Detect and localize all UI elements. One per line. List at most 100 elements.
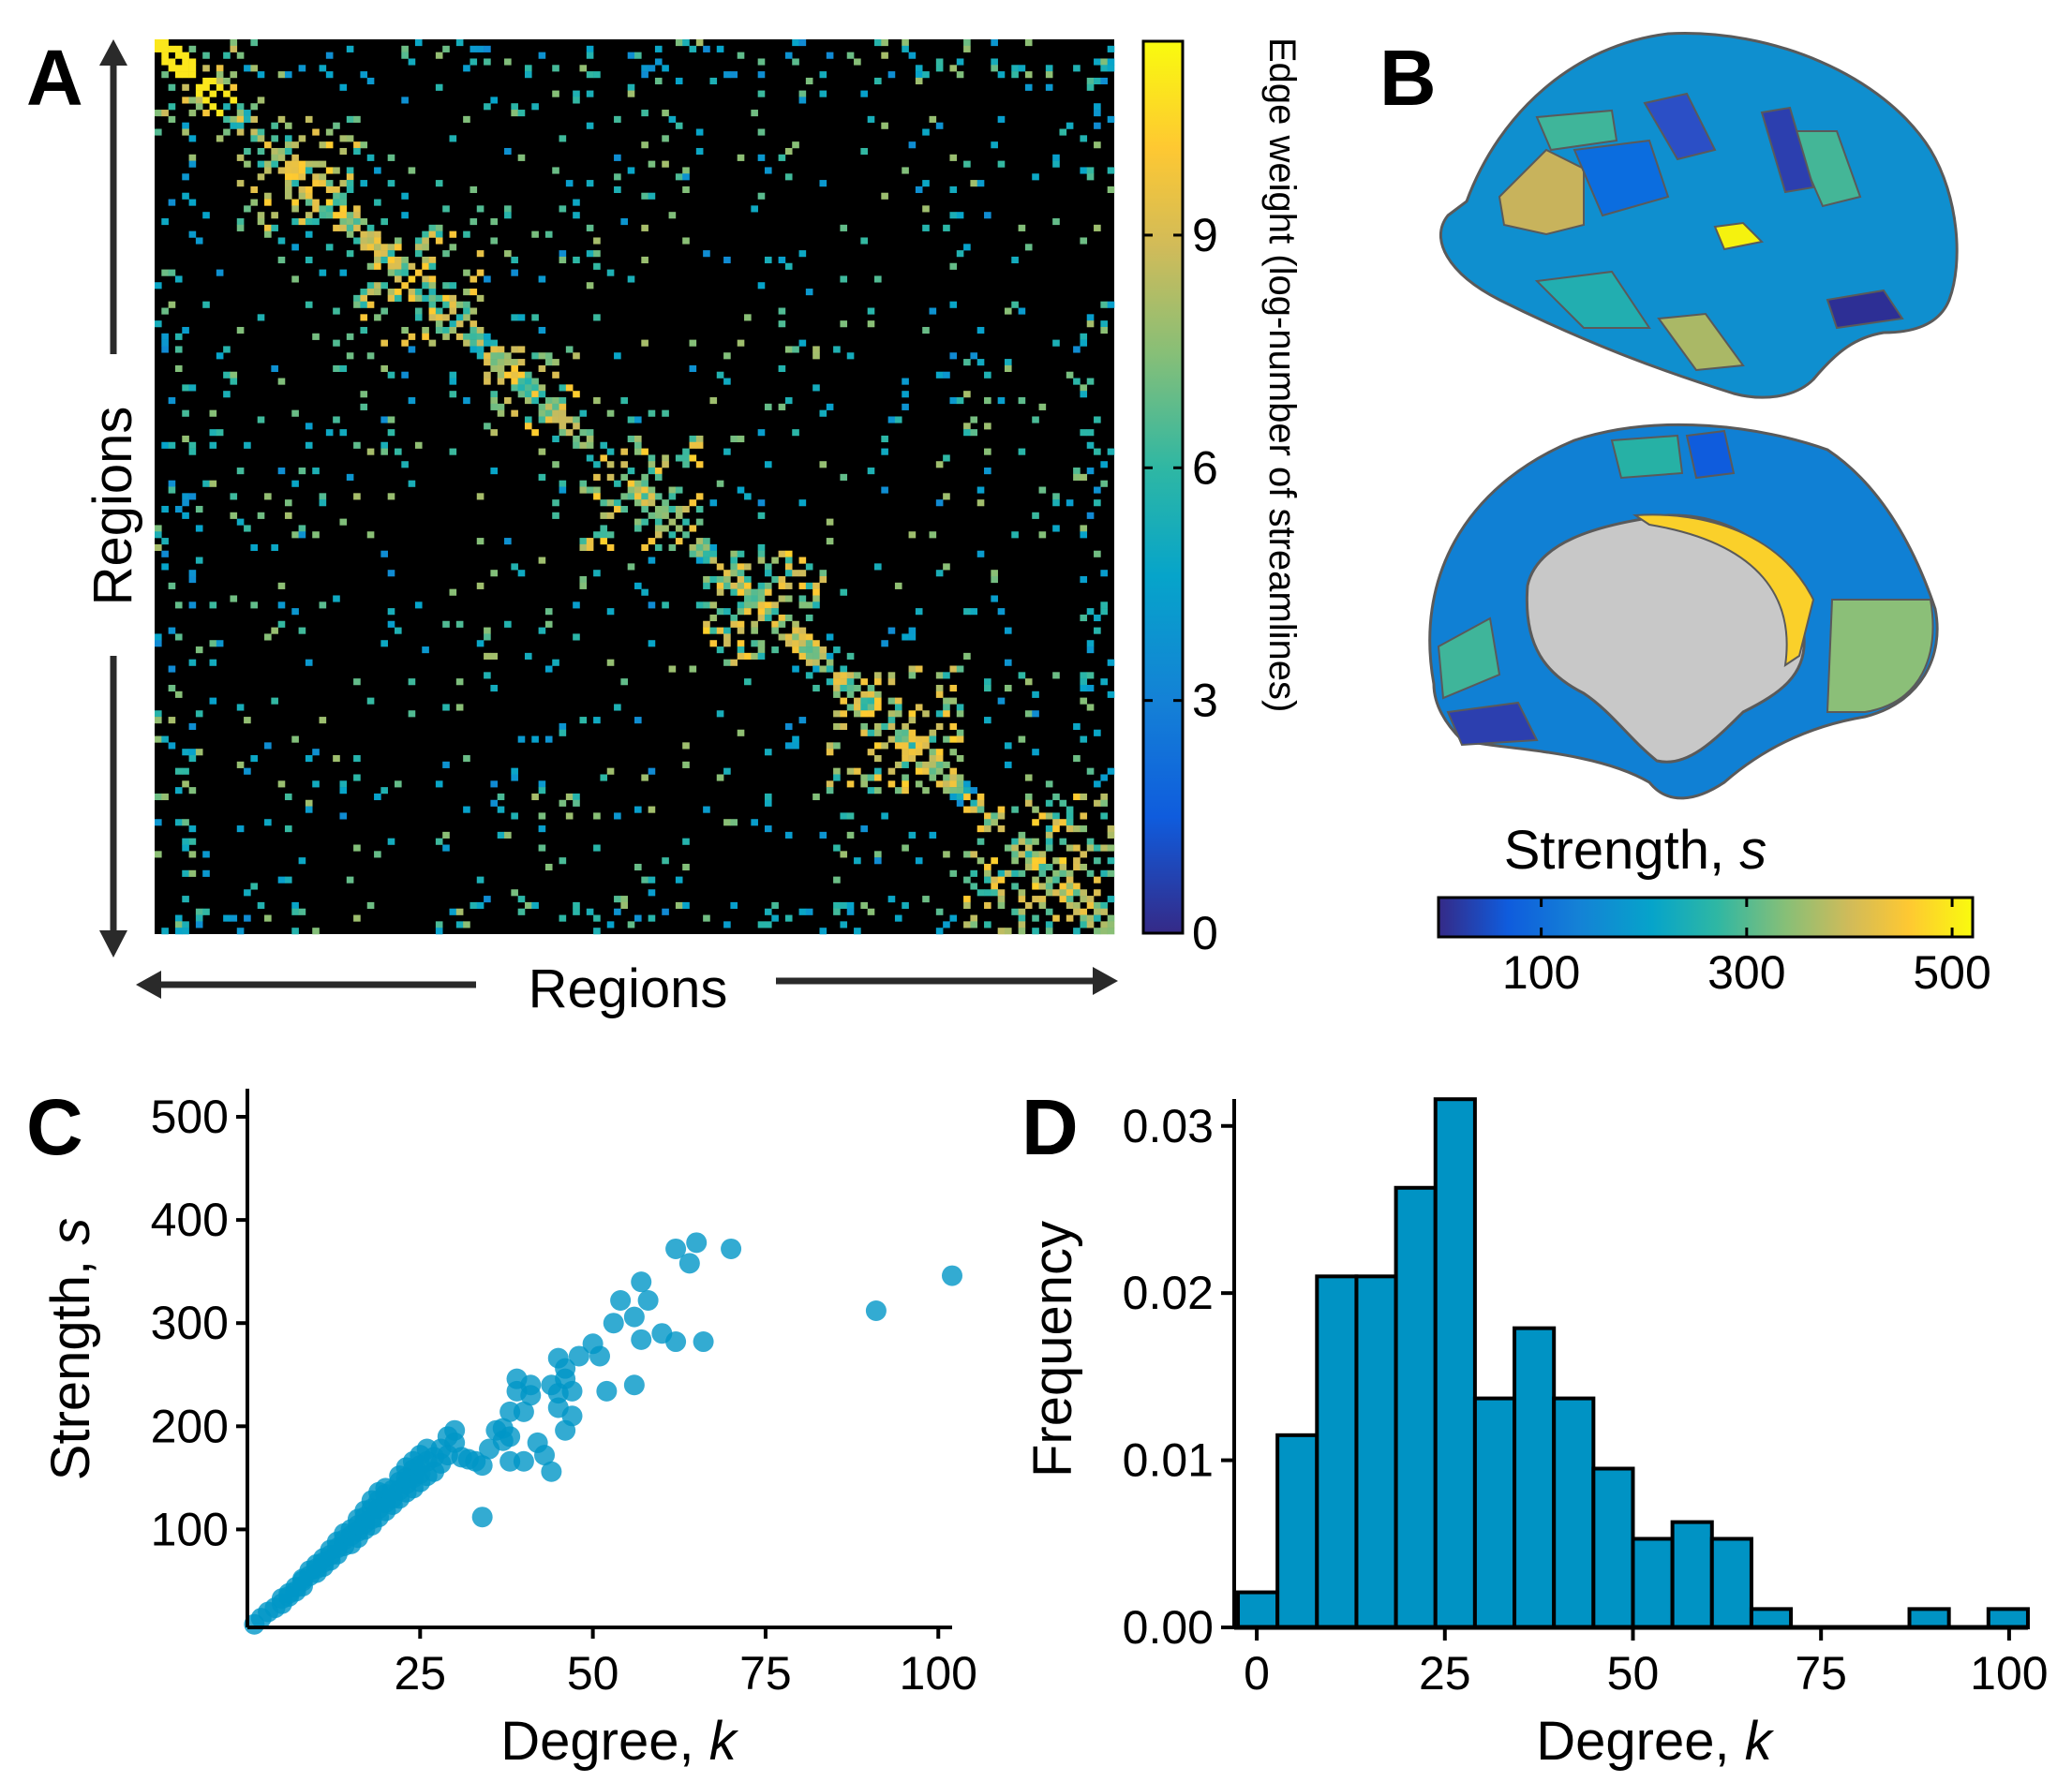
c-x-axis-label-text: Degree, — [500, 1711, 708, 1772]
matrix-cell — [1052, 812, 1060, 820]
matrix-cell — [929, 774, 937, 781]
matrix-cell — [305, 167, 313, 174]
matrix-cell — [517, 896, 526, 903]
matrix-cell — [195, 525, 203, 532]
c-x-tick-label: 100 — [900, 1647, 977, 1700]
matrix-cell — [360, 391, 368, 398]
matrix-cell — [202, 212, 210, 219]
matrix-cell — [538, 275, 546, 283]
matrix-cell — [662, 505, 669, 513]
matrix-cell — [908, 633, 917, 641]
matrix-cell — [531, 793, 539, 801]
matrix-cell — [662, 499, 669, 507]
matrix-cell — [593, 262, 601, 270]
histogram-bar — [1433, 1097, 1477, 1629]
matrix-cell — [360, 180, 368, 187]
matrix-cell — [277, 237, 286, 245]
matrix-cell — [579, 717, 588, 724]
matrix-cell — [497, 831, 505, 839]
matrix-cell — [476, 352, 484, 360]
matrix-cell — [976, 825, 985, 833]
matrix-cell — [202, 83, 210, 91]
matrix-cell — [737, 576, 745, 584]
matrix-cell — [874, 678, 882, 686]
matrix-cell — [408, 262, 416, 270]
matrix-cell — [161, 110, 169, 117]
matrix-cell — [442, 250, 450, 258]
matrix-cell — [223, 115, 231, 123]
matrix-cell — [1094, 486, 1101, 494]
matrix-cell — [675, 525, 683, 532]
matrix-cell — [209, 480, 217, 487]
matrix-cell — [559, 256, 567, 264]
matrix-cell — [155, 531, 162, 539]
matrix-cell — [648, 640, 656, 647]
matrix-cell — [271, 147, 278, 156]
matrix-cell — [689, 435, 697, 443]
matrix-cell — [387, 269, 395, 276]
matrix-cell — [1080, 908, 1088, 915]
matrix-cell — [709, 557, 718, 564]
matrix-cell — [524, 384, 532, 392]
matrix-cell — [757, 550, 766, 557]
matrix-cell — [161, 550, 169, 557]
matrix-cell — [188, 441, 197, 449]
matrix-cell — [257, 71, 265, 79]
matrix-cell — [984, 468, 991, 475]
matrix-cell — [709, 640, 718, 647]
matrix-cell — [764, 570, 772, 577]
matrix-cell — [737, 652, 745, 660]
matrix-cell — [284, 793, 292, 801]
matrix-cell — [902, 755, 909, 763]
matrix-cell — [1052, 154, 1060, 161]
matrix-cell — [963, 851, 971, 858]
matrix-cell — [504, 250, 512, 258]
matrix-cell — [538, 403, 546, 410]
matrix-cell — [579, 65, 588, 72]
matrix-cell — [915, 857, 923, 865]
matrix-cell — [826, 633, 834, 641]
matrix-cell — [182, 819, 189, 826]
matrix-cell — [155, 39, 162, 47]
matrix-cell — [346, 218, 354, 226]
matrix-cell — [874, 691, 882, 698]
matrix-cell — [333, 224, 340, 231]
matrix-cell — [963, 793, 971, 801]
matrix-cell — [1024, 838, 1033, 845]
matrix-cell — [195, 103, 203, 111]
matrix-cell — [284, 876, 292, 884]
matrix-cell — [1045, 812, 1053, 820]
matrix-cell — [1032, 512, 1039, 519]
matrix-cell — [1080, 735, 1088, 743]
matrix-cell — [346, 173, 354, 181]
matrix-cell — [449, 294, 457, 302]
matrix-cell — [805, 646, 813, 654]
matrix-cell — [155, 525, 162, 532]
matrix-cell — [195, 646, 203, 654]
matrix-cell — [257, 416, 265, 423]
matrix-cell — [778, 595, 786, 602]
matrix-cell — [209, 640, 217, 647]
matrix-cell — [703, 806, 710, 813]
matrix-cell — [723, 352, 731, 360]
matrix-cell — [319, 65, 327, 72]
matrix-cell — [174, 921, 183, 928]
medial-region — [1826, 599, 1934, 713]
histogram-bar — [1315, 1274, 1359, 1630]
y-regions-arrow: Regions — [82, 39, 143, 958]
matrix-cell — [716, 588, 724, 596]
matrix-cell — [757, 614, 766, 622]
matrix-cell — [1032, 851, 1039, 858]
matrix-cell — [236, 110, 245, 117]
matrix-cell — [463, 397, 470, 405]
matrix-cell — [703, 582, 710, 589]
matrix-cell — [956, 735, 964, 743]
matrix-cell — [963, 45, 971, 52]
matrix-cell — [284, 825, 292, 833]
matrix-cell — [387, 262, 395, 270]
matrix-cell — [654, 77, 663, 85]
matrix-cell — [1094, 416, 1101, 423]
matrix-cell — [668, 212, 677, 219]
matrix-cell — [531, 735, 539, 743]
